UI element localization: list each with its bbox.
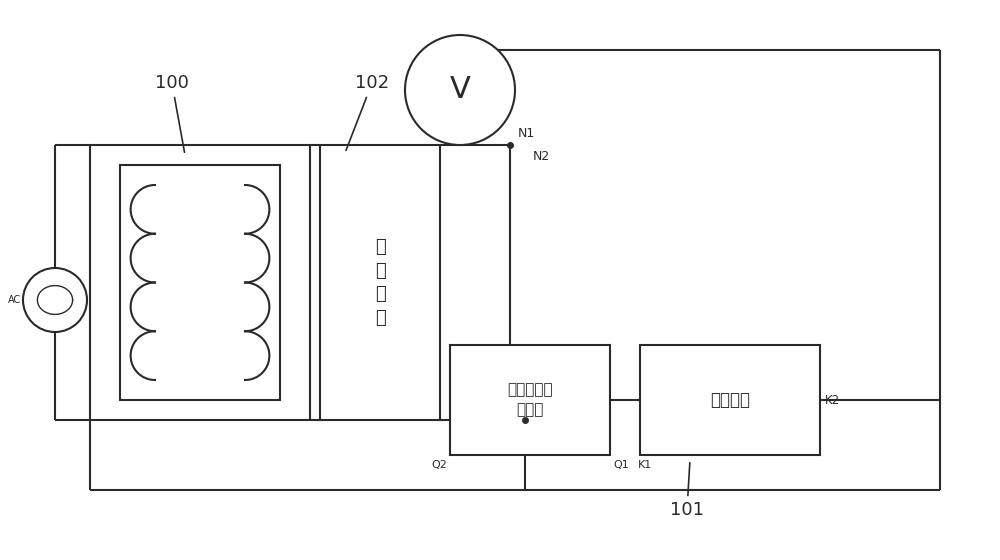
Circle shape [405,35,515,145]
Text: 101: 101 [670,463,704,519]
Text: K2: K2 [825,394,840,407]
Bar [450,345,610,455]
Text: K1: K1 [638,460,652,470]
Text: 保
护
模
块: 保 护 模 块 [375,238,385,327]
Circle shape [23,268,87,332]
Text: 102: 102 [346,74,389,151]
Bar [320,145,440,420]
Text: V: V [450,76,470,105]
Text: Q2: Q2 [431,460,447,470]
Text: N2: N2 [533,150,550,163]
Bar [640,345,820,455]
Text: AC: AC [8,295,21,305]
Text: 控制模块: 控制模块 [710,391,750,409]
Text: Q1: Q1 [613,460,629,470]
Bar [90,145,310,420]
Text: 断路器的控
制回路: 断路器的控 制回路 [507,382,553,417]
Text: N1: N1 [518,127,535,140]
Bar [120,165,280,400]
Text: 100: 100 [155,74,189,152]
